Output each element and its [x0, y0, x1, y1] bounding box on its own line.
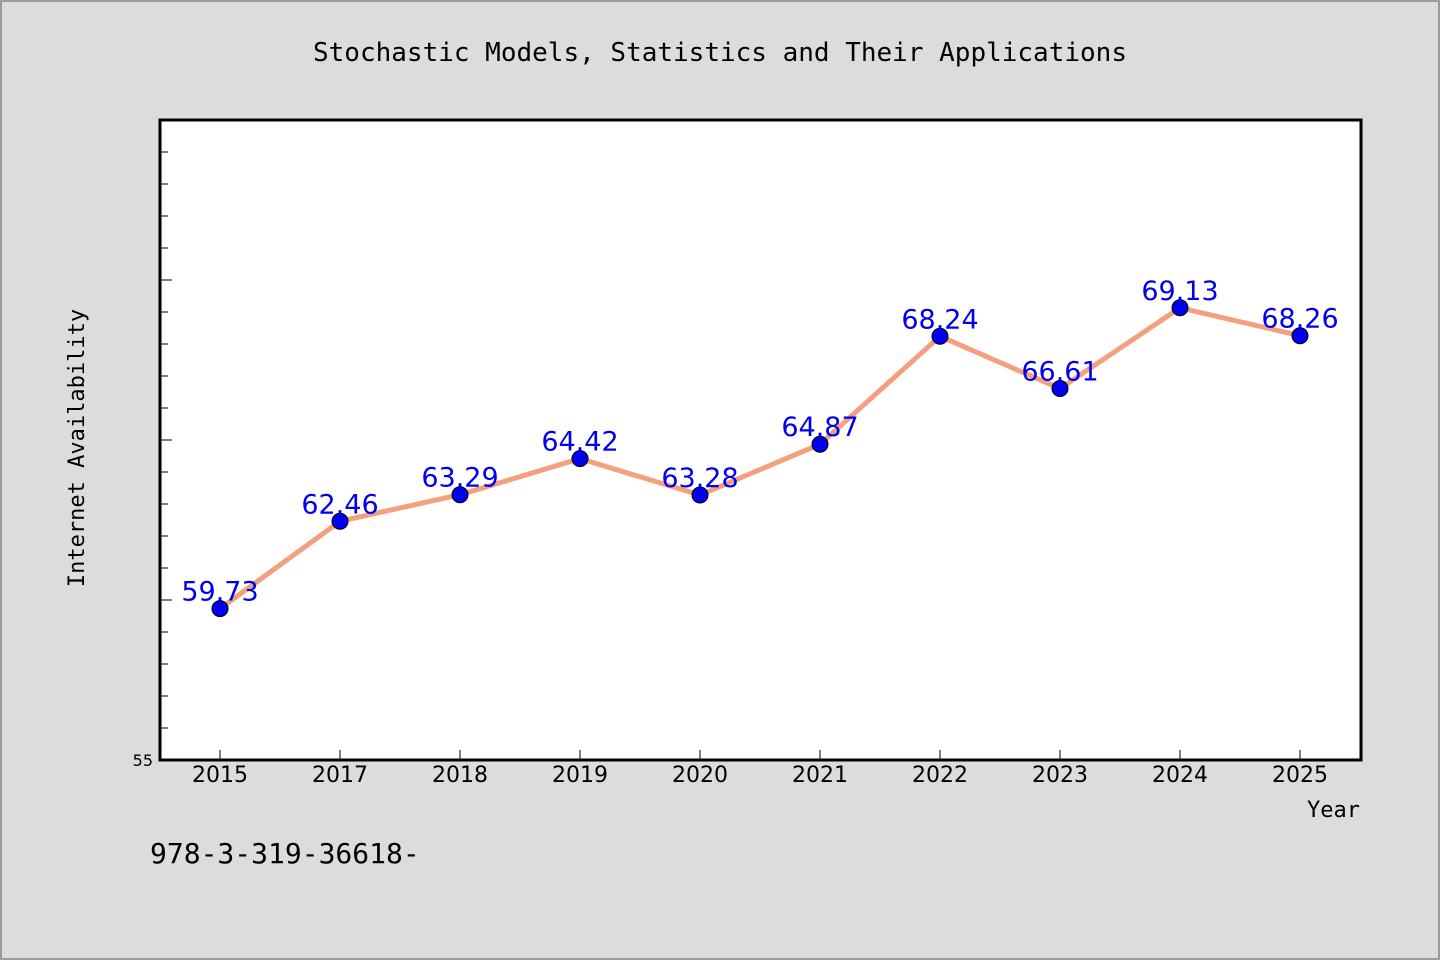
data-label: 68.24	[901, 304, 978, 335]
data-point	[451, 486, 469, 504]
data-label: 66.61	[1021, 357, 1098, 388]
data-label: 64.42	[541, 427, 618, 458]
x-tick-label: 2025	[1272, 763, 1328, 788]
x-axis-label: Year	[1307, 798, 1360, 823]
series-line	[217, 305, 1303, 612]
y-axis-label: Internet Availability	[65, 309, 90, 587]
x-tick-label: 2021	[792, 763, 848, 788]
data-label: 63.28	[661, 463, 738, 494]
data-point	[211, 600, 229, 618]
x-tick-label: 2023	[1032, 763, 1088, 788]
x-tick-label: 2019	[552, 763, 608, 788]
x-tick-label: 2020	[672, 763, 728, 788]
data-point	[1171, 299, 1189, 317]
data-point-markers	[211, 299, 1309, 618]
y-axis-ticks	[160, 151, 172, 729]
data-label: 68.26	[1261, 304, 1338, 335]
data-point	[1291, 327, 1309, 345]
data-label: 62.46	[301, 489, 378, 520]
data-label: 59.73	[181, 577, 258, 608]
data-point	[571, 450, 589, 468]
data-point	[1051, 380, 1069, 397]
x-tick-label: 2015	[192, 763, 248, 788]
data-point	[811, 435, 829, 453]
plot-area	[158, 118, 1363, 762]
data-point	[691, 486, 709, 504]
y-tick-label: 55	[133, 751, 153, 770]
data-labels: 59.73 62.46 63.29 64.42 63.28 64.87 68.24 66.61…	[181, 276, 1338, 608]
x-axis-tick-labels: 2015 2017 2018 2019 2020 2021 2022 2023 2024 2025	[192, 763, 1328, 788]
data-label: 63.29	[421, 463, 498, 494]
data-point	[931, 327, 949, 345]
x-tick-label: 2024	[1152, 763, 1208, 788]
x-tick-label: 2022	[912, 763, 968, 788]
x-tick-label: 2017	[312, 763, 368, 788]
chart-title: Stochastic Models, Statistics and Their …	[313, 38, 1127, 68]
data-label: 64.87	[781, 412, 858, 443]
data-label: 69.13	[1141, 276, 1218, 307]
x-tick-label: 2018	[432, 763, 488, 788]
isbn-text: 978-3-319-36618-	[150, 837, 420, 870]
data-point	[331, 512, 349, 530]
x-axis-ticks	[219, 750, 1301, 760]
